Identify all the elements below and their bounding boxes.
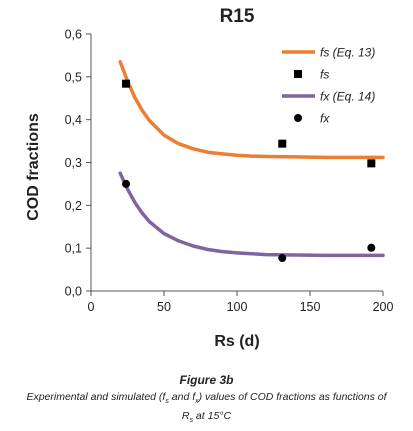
y-tick-label: 0,5 [65, 70, 82, 84]
chart-svg: R15 COD fractions Rs (d) 0,0 0,1 0,2 0,3 0,4… [25, 6, 394, 350]
x-tick-label: 150 [300, 300, 321, 314]
figure-caption-text: Experimental and simulated (fs and fx) v… [20, 390, 393, 428]
plot-series [118, 60, 385, 263]
axes: 0,0 0,1 0,2 0,3 0,4 0,5 0,6 0 50 100 150 200 [65, 28, 394, 315]
chart-title: R15 [220, 6, 255, 27]
caption-subscript: s [165, 398, 169, 406]
y-tick-label: 0,0 [65, 285, 82, 299]
data-point-square [122, 79, 131, 88]
y-tick-label: 0,4 [65, 113, 82, 127]
series-line-0 [118, 60, 385, 160]
legend: fs (Eq. 13) fs fx (Eq. 14) fx [282, 46, 375, 126]
legend-label: fx (Eq. 14) [320, 90, 375, 104]
chart: R15 COD fractions Rs (d) 0,0 0,1 0,2 0,3 0,4… [25, 6, 394, 350]
data-point-circle [278, 254, 287, 263]
data-point-square [367, 159, 376, 168]
caption-part: and f [168, 391, 196, 403]
figure-caption-title: Figure 3b [179, 373, 234, 387]
y-tick-label: 0,2 [65, 199, 82, 213]
legend-swatch-square [294, 70, 302, 78]
legend-swatch-circle [294, 114, 302, 122]
caption-part: ) values of COD fractions as functions o… [181, 391, 387, 423]
legend-label: fs [320, 68, 329, 82]
x-tick-label: 100 [227, 300, 248, 314]
series-line-2 [118, 171, 385, 258]
caption-subscript: s [189, 417, 194, 425]
legend-label: fx [320, 112, 330, 126]
y-tick-label: 0,6 [65, 28, 82, 42]
caption-part: at 15°C [193, 410, 232, 423]
x-axis-label: Rs (d) [214, 333, 259, 350]
x-tick-label: 0 [88, 300, 95, 314]
data-point-square [278, 139, 287, 148]
y-axis-label: COD fractions [25, 113, 42, 221]
data-point-circle [367, 243, 376, 252]
caption-part: Experimental and simulated (f [26, 391, 166, 403]
data-point-circle [122, 179, 131, 188]
y-tick-label: 0,1 [65, 242, 82, 256]
caption-subscript: x [195, 398, 199, 406]
x-tick-label: 200 [373, 300, 394, 314]
y-tick-label: 0,3 [65, 156, 82, 170]
legend-label: fs (Eq. 13) [320, 46, 375, 60]
x-tick-label: 50 [157, 300, 171, 314]
